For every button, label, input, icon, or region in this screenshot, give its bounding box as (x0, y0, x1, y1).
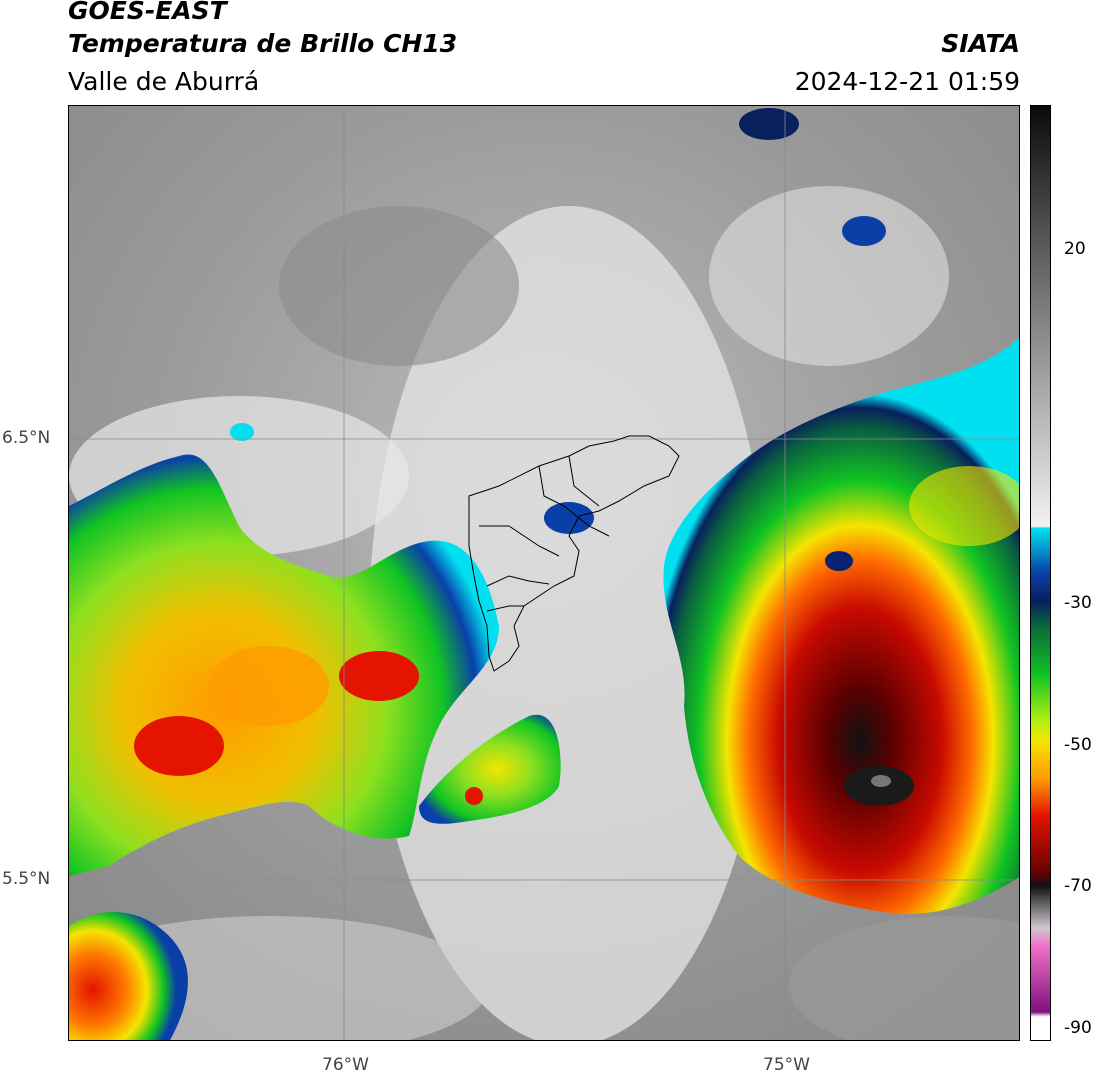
map-image (69, 106, 1019, 1040)
colorbar-tick-minus70: -70 (1064, 876, 1092, 896)
colorbar-tick-minus30: -30 (1064, 593, 1092, 613)
colorbar-tick-minus90: -90 (1064, 1018, 1092, 1038)
region-title: Valle de Aburrá (68, 67, 260, 96)
colorbar-gradient (1031, 106, 1050, 1040)
timestamp-label: 2024-12-21 01:59 (794, 67, 1020, 96)
satellite-map[interactable] (68, 105, 1020, 1041)
lat-label-5-5: 5.5°N (2, 869, 51, 889)
lon-label-75: 75°W (763, 1055, 810, 1075)
satellite-title: GOES-EAST (68, 0, 227, 25)
lat-label-6-5: 6.5°N (2, 428, 51, 448)
colorbar-tick-minus50: -50 (1064, 735, 1092, 755)
agency-label: SIATA (941, 29, 1020, 58)
product-title: Temperatura de Brillo CH13 (68, 29, 458, 58)
municipal-boundaries (468, 435, 680, 672)
colorbar-tick-20: 20 (1064, 239, 1086, 259)
colorbar (1030, 105, 1051, 1041)
lon-label-76: 76°W (322, 1055, 369, 1075)
